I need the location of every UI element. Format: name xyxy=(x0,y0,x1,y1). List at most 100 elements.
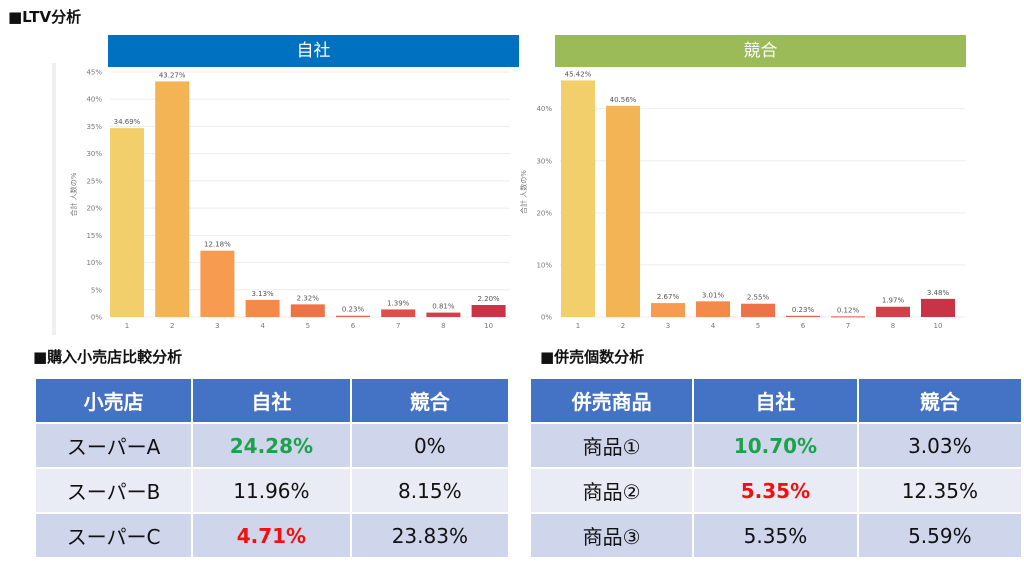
bar-value-label: 45.42% xyxy=(565,70,592,78)
y-tick-label: 40% xyxy=(86,96,102,104)
x-tick-label: 3 xyxy=(215,322,219,330)
table-row: 商品③ 5.35% 5.59% xyxy=(531,514,1021,557)
bar xyxy=(155,81,190,317)
y-tick-label: 30% xyxy=(536,157,552,165)
x-tick-label: 2 xyxy=(621,322,625,330)
competitor-chart-banner: 競合 xyxy=(555,35,966,67)
header-retailer: 小売店 xyxy=(36,379,192,422)
bundle-comparison-table: 併売商品 自社 競合 商品① 10.70% 3.03% 商品② 5.35% 12… xyxy=(529,377,1023,559)
bar-value-label: 2.32% xyxy=(297,294,320,302)
x-tick-label: 2 xyxy=(170,322,174,330)
x-tick-label: 7 xyxy=(396,322,400,330)
x-tick-label: 4 xyxy=(260,322,265,330)
bar-value-label: 12.18% xyxy=(204,241,231,249)
header-bundle-product: 併売商品 xyxy=(531,379,693,422)
bar-value-label: 0.23% xyxy=(342,306,365,314)
own-value: 10.70% xyxy=(694,424,857,467)
bar-value-label: 3.01% xyxy=(702,291,725,299)
x-tick-label: 6 xyxy=(801,322,806,330)
x-tick-label: 10 xyxy=(484,322,493,330)
table-row: スーパーC 4.71% 23.83% xyxy=(36,514,508,557)
y-axis-label: 合計 人数の% xyxy=(519,170,528,214)
bar xyxy=(245,299,280,317)
bar-value-label: 3.13% xyxy=(251,290,274,298)
x-tick-label: 6 xyxy=(351,322,356,330)
bar xyxy=(336,315,370,317)
product-name: 商品③ xyxy=(531,514,693,557)
competitor-ltv-chart: 合計 人数の% 0% 10% 20% 30% 40% 45.42% 1 40.56% 2 2.67%… xyxy=(519,70,965,330)
bar-value-label: 0.81% xyxy=(432,303,455,311)
y-tick-label: 30% xyxy=(86,150,102,158)
retail-section-heading: ■購入小売店比較分析 xyxy=(33,348,183,366)
bar xyxy=(381,309,416,317)
retail-comparison-table: 小売店 自社 競合 スーパーA 24.28% 0% スーパーB 11.96% 8… xyxy=(34,377,510,559)
x-tick-label: 8 xyxy=(891,322,895,330)
own-value: 11.96% xyxy=(193,469,350,512)
header-own: 自社 xyxy=(694,379,857,422)
bar-value-label: 3.48% xyxy=(927,289,950,297)
y-tick-label: 25% xyxy=(86,177,102,185)
y-tick-label: 5% xyxy=(91,286,102,294)
y-tick-label: 0% xyxy=(91,314,102,322)
header-own: 自社 xyxy=(193,379,350,422)
x-tick-label: 5 xyxy=(756,322,760,330)
header-competitor: 競合 xyxy=(351,379,508,422)
competitor-value: 23.83% xyxy=(351,514,508,557)
bar xyxy=(741,303,775,317)
bar-value-label: 2.67% xyxy=(657,293,680,301)
product-name: 商品① xyxy=(531,424,693,467)
y-tick-label: 20% xyxy=(86,205,102,213)
bar-value-label: 0.23% xyxy=(792,306,815,314)
y-tick-label: 10% xyxy=(86,259,102,267)
table-header-row: 併売商品 自社 競合 xyxy=(531,379,1021,422)
page-title: ■LTV分析 xyxy=(8,8,82,26)
header-competitor: 競合 xyxy=(858,379,1021,422)
own-chart-banner: 自社 xyxy=(108,35,519,67)
bar-value-label: 2.20% xyxy=(477,295,500,303)
chart-scroll-track xyxy=(52,63,56,335)
bar-value-label: 0.12% xyxy=(837,306,860,314)
bar-value-label: 40.56% xyxy=(610,96,637,104)
bar-value-label: 34.69% xyxy=(114,118,141,126)
x-tick-label: 8 xyxy=(441,322,445,330)
retailer-name: スーパーB xyxy=(36,469,192,512)
bar xyxy=(921,298,955,317)
y-tick-label: 35% xyxy=(86,123,102,131)
table-row: 商品① 10.70% 3.03% xyxy=(531,424,1021,467)
x-tick-label: 4 xyxy=(711,322,716,330)
competitor-value: 3.03% xyxy=(858,424,1021,467)
y-tick-label: 40% xyxy=(536,105,552,113)
bar xyxy=(426,312,461,317)
y-axis-label: 合計 人数の% xyxy=(69,172,78,216)
competitor-value: 5.59% xyxy=(858,514,1021,557)
table-row: 商品② 5.35% 12.35% xyxy=(531,469,1021,512)
bar-value-label: 43.27% xyxy=(159,71,186,79)
table-row: スーパーB 11.96% 8.15% xyxy=(36,469,508,512)
x-tick-label: 3 xyxy=(666,322,670,330)
own-value: 5.35% xyxy=(694,469,857,512)
bar-value-label: 1.39% xyxy=(387,299,410,307)
bar xyxy=(831,316,865,318)
y-tick-label: 10% xyxy=(536,261,552,269)
x-tick-label: 7 xyxy=(846,322,850,330)
x-tick-label: 1 xyxy=(576,322,580,330)
bar xyxy=(786,315,820,317)
retailer-name: スーパーA xyxy=(36,424,192,467)
own-value: 4.71% xyxy=(193,514,350,557)
bar xyxy=(290,304,325,317)
bar xyxy=(696,301,730,317)
bar xyxy=(606,105,640,317)
retailer-name: スーパーC xyxy=(36,514,192,557)
table-header-row: 小売店 自社 競合 xyxy=(36,379,508,422)
own-value: 5.35% xyxy=(694,514,857,557)
bar xyxy=(876,306,910,317)
bar xyxy=(471,305,506,317)
y-tick-label: 20% xyxy=(536,209,552,217)
own-ltv-chart: 合計 人数の% 0% 5% 10% 15% 20% 25% 30% 35% 40% 45% 34.69… xyxy=(69,69,510,330)
x-tick-label: 5 xyxy=(306,322,310,330)
x-tick-label: 1 xyxy=(125,322,129,330)
product-name: 商品② xyxy=(531,469,693,512)
table-row: スーパーA 24.28% 0% xyxy=(36,424,508,467)
bar xyxy=(561,80,595,317)
own-value: 24.28% xyxy=(193,424,350,467)
